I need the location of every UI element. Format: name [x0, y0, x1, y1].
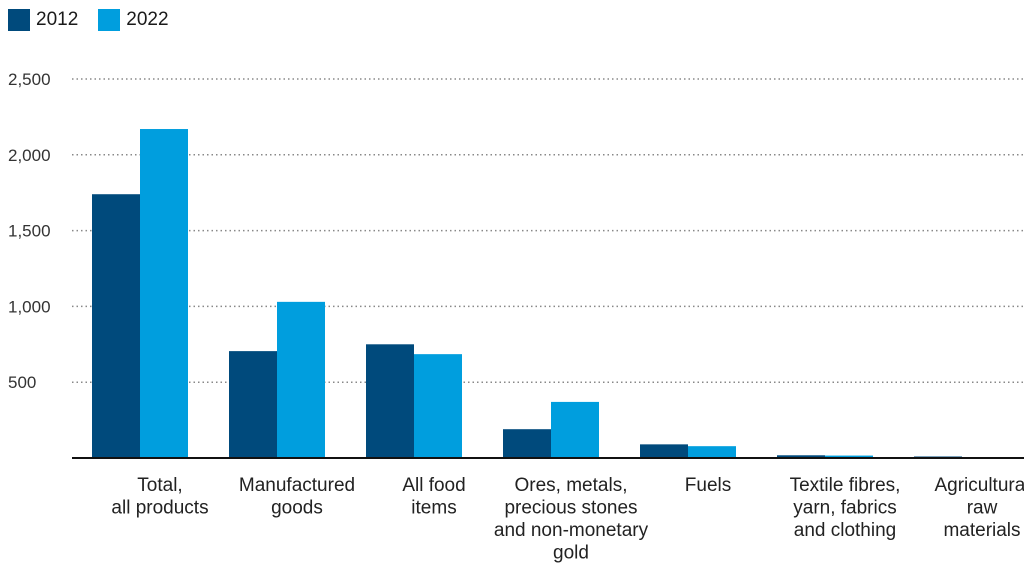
y-tick-label-1500: 1,500: [8, 222, 51, 241]
x-category-label-1: Manufactured goods: [239, 475, 355, 519]
legend-item-2012: 2012: [8, 9, 78, 31]
x-category-label-2: All food items: [402, 475, 465, 519]
bar-2012-3: [503, 429, 551, 458]
x-category-label-6: Agricultural raw materials: [934, 475, 1024, 541]
bar-2012-1: [229, 351, 277, 458]
legend-swatch-2022: [98, 9, 121, 31]
y-tick-label-1000: 1,000: [8, 297, 51, 316]
bar-2022-1: [277, 301, 325, 458]
bar-2012-2: [366, 344, 414, 458]
legend-swatch-2012: [8, 9, 30, 31]
bar-2022-2: [414, 354, 462, 458]
y-tick-label-2000: 2,000: [8, 146, 51, 165]
bar-2022-0: [140, 129, 188, 458]
x-category-label-0: Total, all products: [111, 475, 208, 519]
x-category-label-3: Ores, metals, precious stones and non-mone…: [494, 475, 649, 564]
legend: 2012 2022: [8, 9, 189, 31]
x-category-label-5: Textile fibres, yarn, fabrics and clothing: [790, 475, 901, 541]
bar-2012-4: [640, 444, 688, 458]
x-category-label-4: Fuels: [685, 475, 731, 496]
bar-2022-4: [688, 446, 736, 458]
y-tick-label-2500: 2,500: [8, 70, 51, 89]
legend-label-2022: 2022: [126, 9, 169, 30]
bar-2012-5: [777, 455, 825, 458]
y-tick-label-500: 500: [8, 373, 36, 392]
legend-item-2022: 2022: [98, 9, 169, 31]
bar-2022-5: [825, 455, 873, 458]
bar-2012-0: [92, 194, 140, 458]
legend-label-2012: 2012: [36, 9, 79, 30]
bar-2022-3: [551, 401, 599, 458]
